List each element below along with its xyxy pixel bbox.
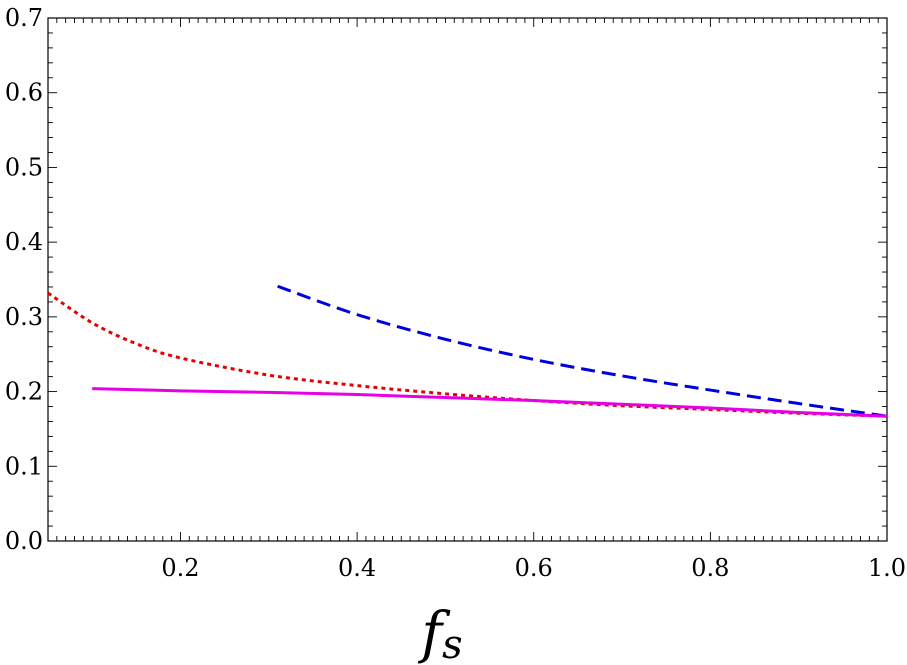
x-tick-label: 1.0 [868, 554, 906, 582]
y-tick-label: 0.1 [5, 452, 43, 480]
x-tick-label: 0.4 [338, 554, 376, 582]
y-tick-label: 0.6 [5, 79, 43, 107]
y-tick-label: 0.3 [5, 303, 43, 331]
plot-frame [47, 17, 888, 542]
y-tick-label: 0.0 [5, 527, 43, 555]
x-axis-title-sub: s [442, 622, 463, 665]
x-axis-title: fs [417, 601, 462, 665]
x-tick-label: 0.6 [515, 554, 553, 582]
series-dashed-blue-line [277, 284, 888, 418]
y-tick-label: 0.7 [5, 4, 43, 32]
series-lines [47, 284, 888, 418]
series-solid-magenta-line [92, 387, 888, 418]
x-tick-labels: 0.2 0.4 0.6 0.8 1.0 [161, 554, 906, 582]
y-tick-label: 0.4 [5, 228, 43, 256]
major-ticks [48, 17, 888, 542]
y-tick-label: 0.2 [5, 378, 43, 406]
y-tick-label: 0.5 [5, 153, 43, 181]
y-tick-labels: 0.0 0.1 0.2 0.3 0.4 0.5 0.6 0.7 [5, 4, 43, 555]
x-tick-label: 0.8 [691, 554, 729, 582]
minor-ticks [47, 18, 887, 541]
x-tick-label: 0.2 [161, 554, 199, 582]
